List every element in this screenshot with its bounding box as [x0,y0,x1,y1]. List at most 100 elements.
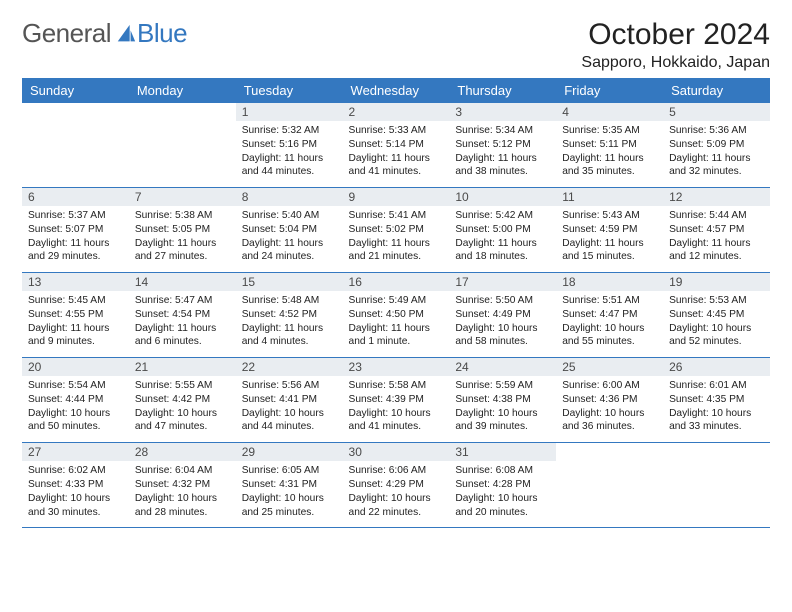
month-title: October 2024 [581,18,770,52]
day-details: Sunrise: 6:08 AMSunset: 4:28 PMDaylight:… [455,464,550,519]
day-number: 13 [22,273,129,291]
sunrise-text: Sunrise: 5:35 AM [562,124,657,138]
daylight-text: Daylight: 11 hours and 9 minutes. [28,322,123,350]
day-number: 31 [449,443,556,461]
day-number: 18 [556,273,663,291]
daylight-text: Daylight: 11 hours and 21 minutes. [349,237,444,265]
day-number: 28 [129,443,236,461]
day-number: 12 [663,188,770,206]
day-details: Sunrise: 5:44 AMSunset: 4:57 PMDaylight:… [669,209,764,264]
day-number: 1 [236,103,343,121]
day-number: 20 [22,358,129,376]
weekday-header: Saturday [663,78,770,103]
sunrise-text: Sunrise: 5:48 AM [242,294,337,308]
daylight-text: Daylight: 10 hours and 50 minutes. [28,407,123,435]
calendar-week-row: 6 Sunrise: 5:37 AMSunset: 5:07 PMDaylight… [22,188,770,273]
day-details: Sunrise: 6:06 AMSunset: 4:29 PMDaylight:… [349,464,444,519]
day-number: 2 [343,103,450,121]
calendar-day-cell: 25Sunrise: 6:00 AMSunset: 4:36 PMDayligh… [556,358,663,443]
calendar-head: SundayMondayTuesdayWednesdayThursdayFrid… [22,78,770,103]
daylight-text: Daylight: 11 hours and 12 minutes. [669,237,764,265]
day-number: 23 [343,358,450,376]
daylight-text: Daylight: 10 hours and 55 minutes. [562,322,657,350]
brand-logo: General Blue [22,18,187,49]
location-label: Sapporo, Hokkaido, Japan [581,54,770,72]
sunset-text: Sunset: 4:52 PM [242,308,337,322]
daylight-text: Daylight: 11 hours and 41 minutes. [349,152,444,180]
calendar-page: General Blue October 2024 Sapporo, Hokka… [0,0,792,528]
weekday-header: Sunday [22,78,129,103]
day-details: Sunrise: 5:36 AMSunset: 5:09 PMDaylight:… [669,124,764,179]
calendar-day-cell: 11Sunrise: 5:43 AMSunset: 4:59 PMDayligh… [556,188,663,273]
daylight-text: Daylight: 10 hours and 33 minutes. [669,407,764,435]
sunset-text: Sunset: 4:44 PM [28,393,123,407]
calendar-day-cell: 22 Sunrise: 5:56 AMSunset: 4:41 PMDayligh… [236,358,343,443]
day-number: 22 [236,358,343,376]
day-details: Sunrise: 5:56 AMSunset: 4:41 PMDaylight:… [242,379,337,434]
day-number: 4 [556,103,663,121]
calendar-day-cell: 3Sunrise: 5:34 AMSunset: 5:12 PMDaylight… [449,103,556,188]
daylight-text: Daylight: 11 hours and 29 minutes. [28,237,123,265]
header: General Blue October 2024 Sapporo, Hokka… [22,18,770,72]
sunrise-text: Sunrise: 5:51 AM [562,294,657,308]
daylight-text: Daylight: 10 hours and 36 minutes. [562,407,657,435]
daylight-text: Daylight: 11 hours and 1 minute. [349,322,444,350]
sunrise-text: Sunrise: 6:02 AM [28,464,123,478]
day-number: 8 [236,188,343,206]
calendar-day-cell: 31 Sunrise: 6:08 AMSunset: 4:28 PMDayligh… [449,443,556,528]
sunrise-text: Sunrise: 6:00 AM [562,379,657,393]
day-details: Sunrise: 5:40 AMSunset: 5:04 PMDaylight:… [242,209,337,264]
day-number: 17 [449,273,556,291]
sunset-text: Sunset: 4:50 PM [349,308,444,322]
daylight-text: Daylight: 10 hours and 22 minutes. [349,492,444,520]
daylight-text: Daylight: 10 hours and 58 minutes. [455,322,550,350]
weekday-header: Thursday [449,78,556,103]
day-number: 25 [556,358,663,376]
daylight-text: Daylight: 11 hours and 44 minutes. [242,152,337,180]
day-details: Sunrise: 5:54 AMSunset: 4:44 PMDaylight:… [28,379,123,434]
day-details: Sunrise: 5:49 AMSunset: 4:50 PMDaylight:… [349,294,444,349]
calendar-day-cell: 6 Sunrise: 5:37 AMSunset: 5:07 PMDaylight… [22,188,129,273]
daylight-text: Daylight: 10 hours and 52 minutes. [669,322,764,350]
calendar-day-cell: 27Sunrise: 6:02 AMSunset: 4:33 PMDayligh… [22,443,129,528]
day-details: Sunrise: 5:45 AMSunset: 4:55 PMDaylight:… [28,294,123,349]
daylight-text: Daylight: 10 hours and 20 minutes. [455,492,550,520]
calendar-day-cell: 23Sunrise: 5:58 AMSunset: 4:39 PMDayligh… [343,358,450,443]
calendar-day-cell: 28Sunrise: 6:04 AMSunset: 4:32 PMDayligh… [129,443,236,528]
day-details: Sunrise: 5:38 AMSunset: 5:05 PMDaylight:… [135,209,230,264]
sunset-text: Sunset: 5:00 PM [455,223,550,237]
calendar-day-cell: 21Sunrise: 5:55 AMSunset: 4:42 PMDayligh… [129,358,236,443]
day-number: 3 [449,103,556,121]
calendar-day-cell [663,443,770,528]
sunset-text: Sunset: 5:14 PM [349,138,444,152]
sunset-text: Sunset: 4:29 PM [349,478,444,492]
day-number: 6 [22,188,129,206]
sunrise-text: Sunrise: 5:50 AM [455,294,550,308]
day-number: 9 [343,188,450,206]
calendar-day-cell: 20 Sunrise: 5:54 AMSunset: 4:44 PMDayligh… [22,358,129,443]
sunset-text: Sunset: 4:59 PM [562,223,657,237]
calendar-day-cell [22,103,129,188]
sunrise-text: Sunrise: 5:38 AM [135,209,230,223]
weekday-header: Wednesday [343,78,450,103]
sunset-text: Sunset: 5:11 PM [562,138,657,152]
day-details: Sunrise: 5:50 AMSunset: 4:49 PMDaylight:… [455,294,550,349]
sunset-text: Sunset: 4:49 PM [455,308,550,322]
daylight-text: Daylight: 11 hours and 15 minutes. [562,237,657,265]
weekday-header: Monday [129,78,236,103]
sunset-text: Sunset: 4:47 PM [562,308,657,322]
calendar-day-cell: 7Sunrise: 5:38 AMSunset: 5:05 PMDaylight… [129,188,236,273]
day-number: 19 [663,273,770,291]
day-details: Sunrise: 5:37 AMSunset: 5:07 PMDaylight:… [28,209,123,264]
day-details: Sunrise: 5:59 AMSunset: 4:38 PMDaylight:… [455,379,550,434]
daylight-text: Daylight: 10 hours and 44 minutes. [242,407,337,435]
day-number: 27 [22,443,129,461]
sunrise-text: Sunrise: 5:53 AM [669,294,764,308]
sunrise-text: Sunrise: 6:06 AM [349,464,444,478]
sunset-text: Sunset: 4:31 PM [242,478,337,492]
calendar-day-cell: 24Sunrise: 5:59 AMSunset: 4:38 PMDayligh… [449,358,556,443]
calendar-day-cell: 12 Sunrise: 5:44 AMSunset: 4:57 PMDayligh… [663,188,770,273]
day-number: 29 [236,443,343,461]
sunset-text: Sunset: 4:54 PM [135,308,230,322]
day-details: Sunrise: 5:32 AMSunset: 5:16 PMDaylight:… [242,124,337,179]
